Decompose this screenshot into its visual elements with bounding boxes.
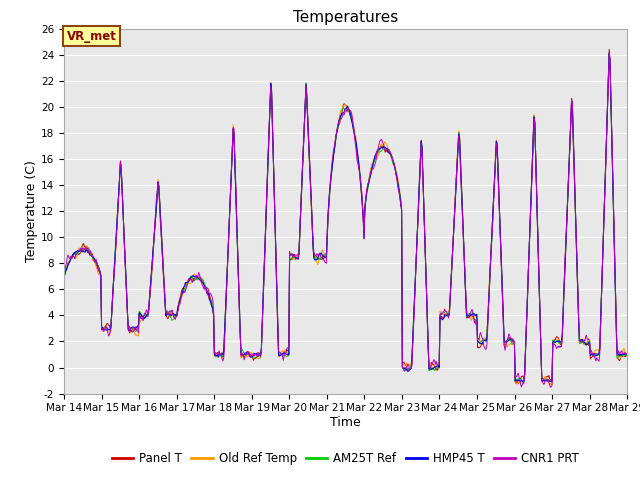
- Title: Temperatures: Temperatures: [293, 10, 398, 25]
- X-axis label: Time: Time: [330, 416, 361, 429]
- Y-axis label: Temperature (C): Temperature (C): [25, 160, 38, 262]
- Text: VR_met: VR_met: [67, 30, 116, 43]
- Legend: Panel T, Old Ref Temp, AM25T Ref, HMP45 T, CNR1 PRT: Panel T, Old Ref Temp, AM25T Ref, HMP45 …: [108, 447, 584, 469]
